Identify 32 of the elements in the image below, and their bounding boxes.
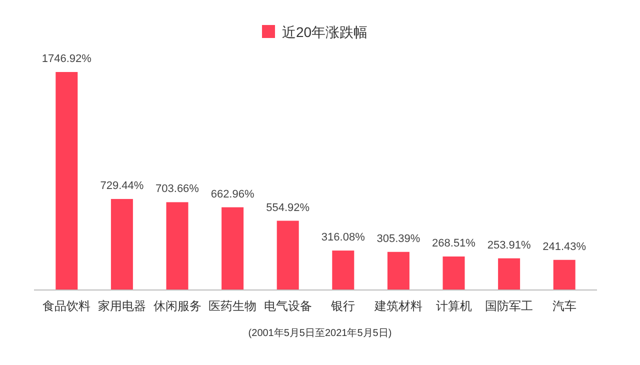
x-tick-label: 国防军工 [485,299,534,313]
bar [553,260,576,290]
data-label: 1746.92% [42,53,92,65]
data-label: 316.08% [321,232,366,244]
x-tick-label: 计算机 [436,299,472,313]
data-label: 703.66% [156,183,200,196]
bar [442,256,465,290]
x-tick-label: 家用电器 [98,299,146,313]
data-label: 268.51% [432,237,476,250]
bar [276,220,299,290]
bar [387,252,410,290]
bar [222,207,244,290]
x-tick-label: 银行 [330,299,356,313]
x-tick-label: 建筑材料 [373,299,422,313]
x-tick-label: 食品饮料 [42,299,91,313]
x-tick-label: 电气设备 [264,299,312,313]
legend-label: 近20年涨跌幅 [282,24,368,40]
data-label: 662.96% [210,188,254,200]
data-label: 305.39% [376,232,420,245]
x-tick-label: 医药生物 [208,299,257,313]
x-tick-label: 汽车 [552,299,576,313]
bar [56,72,78,290]
x-tick-label: 休闲服务 [153,299,202,313]
data-label: 554.92% [266,202,310,214]
data-label: 241.43% [542,240,586,253]
data-label: 253.91% [487,239,531,252]
data-label: 729.44% [100,180,144,192]
bar [166,202,188,290]
text: (2001年5月5日至2021年5月5日) [248,327,392,339]
bar [110,198,133,290]
bar [332,250,354,290]
bar [498,258,520,290]
